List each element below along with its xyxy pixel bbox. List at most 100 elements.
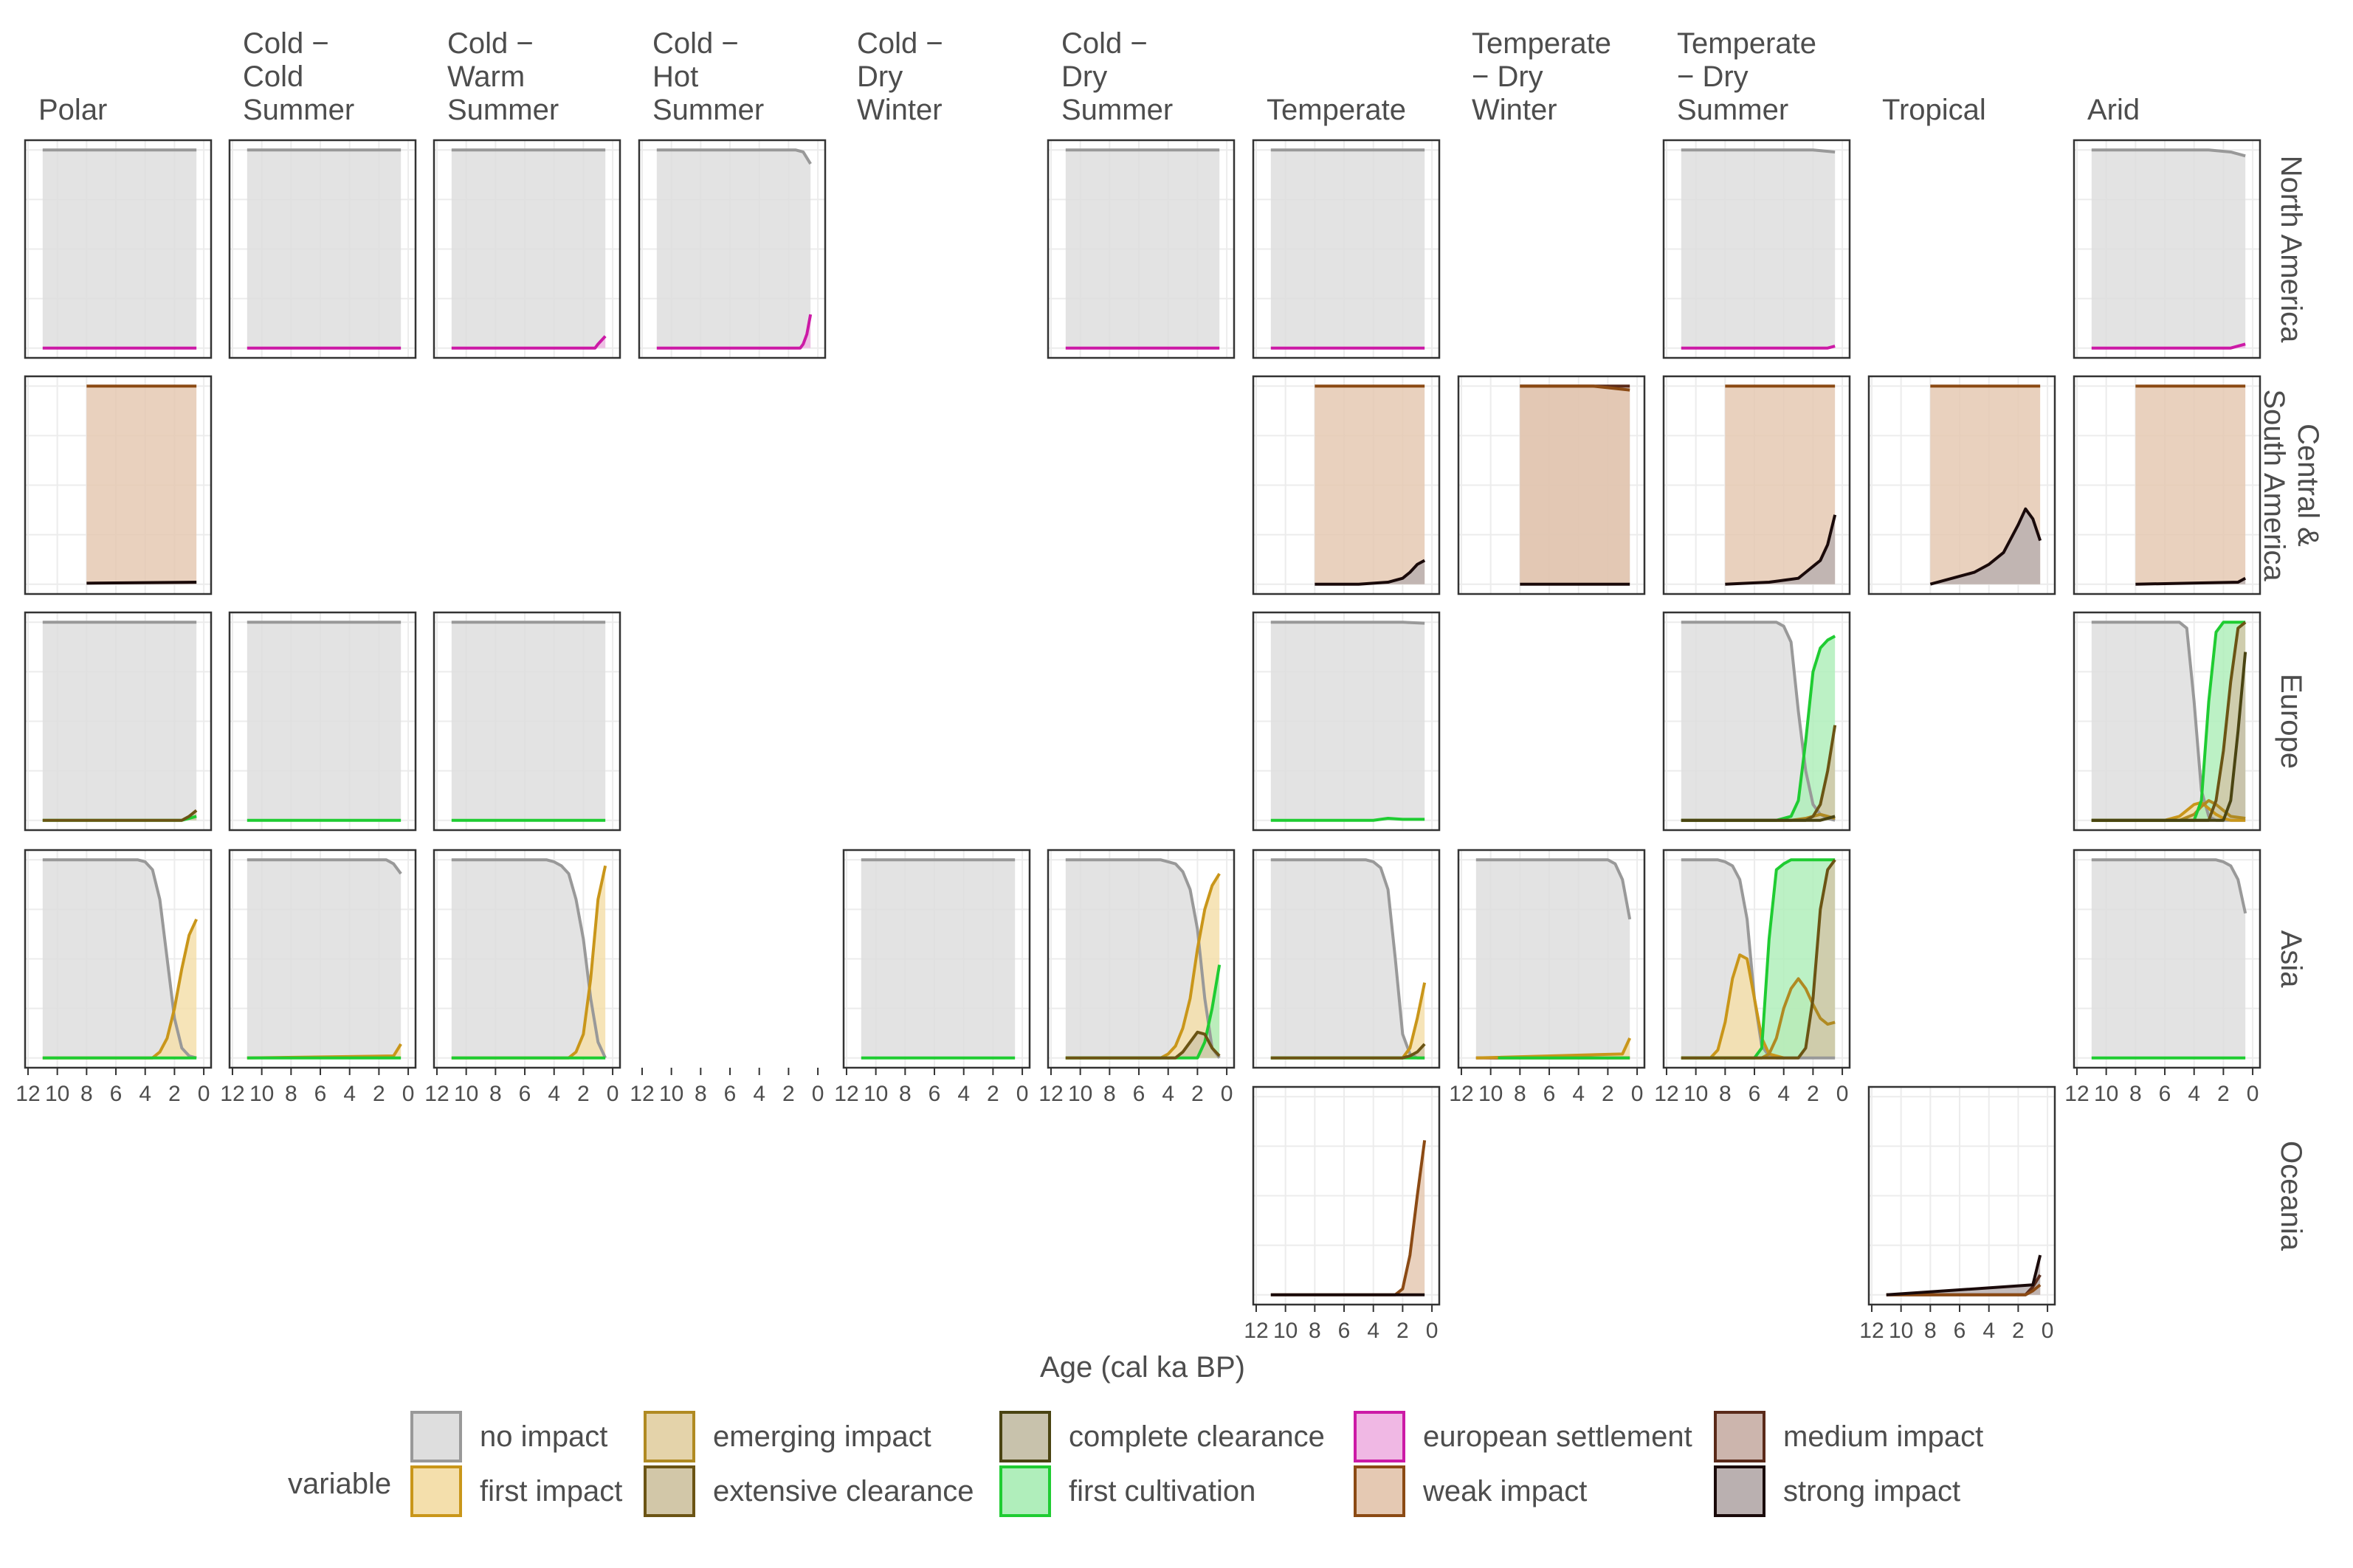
x-axis: 12 10 8 6 4 2 0 (1244, 1305, 1438, 1343)
x-tick-label: 10 (1889, 1319, 1913, 1343)
legend-swatch (999, 1465, 1051, 1517)
legend-item: first impact (410, 1465, 622, 1517)
panel-border (228, 139, 417, 359)
facet-panel (1662, 849, 1851, 1069)
series-area (2135, 386, 2246, 584)
series-area (1270, 150, 1425, 348)
x-tick-label: 0 (198, 1082, 210, 1106)
panel-border (433, 849, 621, 1069)
x-tick-label: 2 (577, 1082, 590, 1106)
x-tick-label: 6 (1749, 1082, 1761, 1106)
x-tick-label: 4 (1982, 1319, 1995, 1343)
x-tick-label: 4 (1572, 1082, 1585, 1106)
legend-label: emerging impact (713, 1420, 931, 1453)
series-area (1270, 860, 1425, 1058)
facet-panel (1662, 139, 1851, 359)
series-area (1681, 860, 1836, 1058)
x-tick-label: 6 (929, 1082, 941, 1106)
x-axis: 12 10 8 6 4 2 0 (15, 1068, 210, 1106)
series-area (656, 150, 811, 348)
panel-border (638, 139, 827, 359)
panel-border (1047, 849, 1236, 1069)
series-line (42, 809, 198, 822)
facet-panel (1252, 849, 1441, 1069)
x-tick-label: 4 (1777, 1082, 1790, 1106)
series-area (1315, 386, 1425, 584)
series-area (2091, 150, 2246, 348)
legend-swatch (1714, 1465, 1765, 1517)
x-tick-label: 4 (1162, 1082, 1174, 1106)
legend-item: european settlement (1354, 1411, 1692, 1462)
panel-border (1867, 375, 2056, 595)
facet-panel (1662, 611, 1851, 832)
facet-panel (2073, 611, 2261, 832)
column-header: Cold − Dry Winter (857, 27, 943, 126)
x-tick-label: 12 (15, 1082, 40, 1106)
legend-item: no impact (410, 1411, 607, 1462)
series-line (1681, 977, 1836, 1060)
series-line (2135, 576, 2247, 586)
panel-border (1252, 611, 1441, 832)
series-area (247, 622, 402, 821)
series-line (1270, 621, 1425, 625)
facet-panel (433, 139, 621, 359)
series-area (1475, 860, 1630, 1058)
panel-border (1662, 611, 1851, 832)
series-line (1681, 345, 1836, 350)
column-header: Arid (2087, 94, 2140, 126)
x-tick-label: 6 (314, 1082, 327, 1106)
x-axis: 12 10 8 6 4 2 0 (1654, 1068, 1848, 1106)
x-tick-label: 8 (1924, 1319, 1937, 1343)
series-line (2091, 342, 2246, 350)
series-line (1681, 858, 1836, 1060)
panel-border (1662, 375, 1851, 595)
x-axes: 12 10 8 6 4 2 0 12 10 8 6 4 2 0 12 10 8 6 4 2 0 12 10 8 6 4 2 0 12 10… (15, 1068, 2259, 1343)
x-tick-label: 12 (1859, 1319, 1884, 1343)
x-tick-label: 0 (607, 1082, 619, 1106)
x-tick-label: 4 (1367, 1319, 1379, 1343)
legend-label: first cultivation (1069, 1475, 1255, 1507)
x-tick-label: 8 (1719, 1082, 1732, 1106)
x-tick-label: 0 (812, 1082, 824, 1106)
column-header: Tropical (1882, 94, 1986, 126)
series-area (1681, 725, 1836, 821)
legend-item: medium impact (1714, 1411, 1983, 1462)
x-tick-label: 10 (1068, 1082, 1092, 1106)
series-line (1065, 873, 1221, 1060)
x-tick-label: 2 (2217, 1082, 2230, 1106)
series-line (1681, 859, 1836, 1060)
series-area (1725, 514, 1836, 584)
x-tick-label: 6 (1543, 1082, 1556, 1106)
x-axis: 12 10 8 6 4 2 0 (220, 1068, 414, 1106)
x-axis: 12 10 8 6 4 2 0 (1038, 1068, 1233, 1106)
x-tick-label: 10 (1273, 1319, 1298, 1343)
panel-border (2073, 139, 2261, 359)
series-line (2091, 621, 2246, 822)
series-area (2091, 860, 2246, 1058)
x-tick-label: 12 (220, 1082, 244, 1106)
x-tick-label: 2 (2012, 1319, 2025, 1343)
x-tick-label: 6 (2159, 1082, 2171, 1106)
series-area (1520, 386, 1630, 584)
series-line (2091, 148, 2246, 158)
x-tick-label: 6 (1133, 1082, 1146, 1106)
x-tick-label: 8 (80, 1082, 93, 1106)
series-line (451, 335, 607, 350)
facet-panel (24, 849, 213, 1069)
series-line (1520, 384, 1630, 392)
legend-swatch (999, 1411, 1051, 1462)
panel-border (24, 139, 213, 359)
facet-panel (1457, 375, 1646, 595)
legend-swatch (410, 1411, 462, 1462)
facet-panel (24, 139, 213, 359)
series-area (2091, 622, 2246, 821)
facet-panel (433, 849, 621, 1069)
x-tick-label: 2 (782, 1082, 795, 1106)
x-tick-label: 8 (899, 1082, 912, 1106)
row-header: Oceania (2275, 1141, 2307, 1251)
panel-border (2073, 375, 2261, 595)
column-header: Cold − Dry Summer (1061, 27, 1173, 126)
x-tick-label: 6 (1338, 1319, 1351, 1343)
x-tick-label: 2 (168, 1082, 181, 1106)
